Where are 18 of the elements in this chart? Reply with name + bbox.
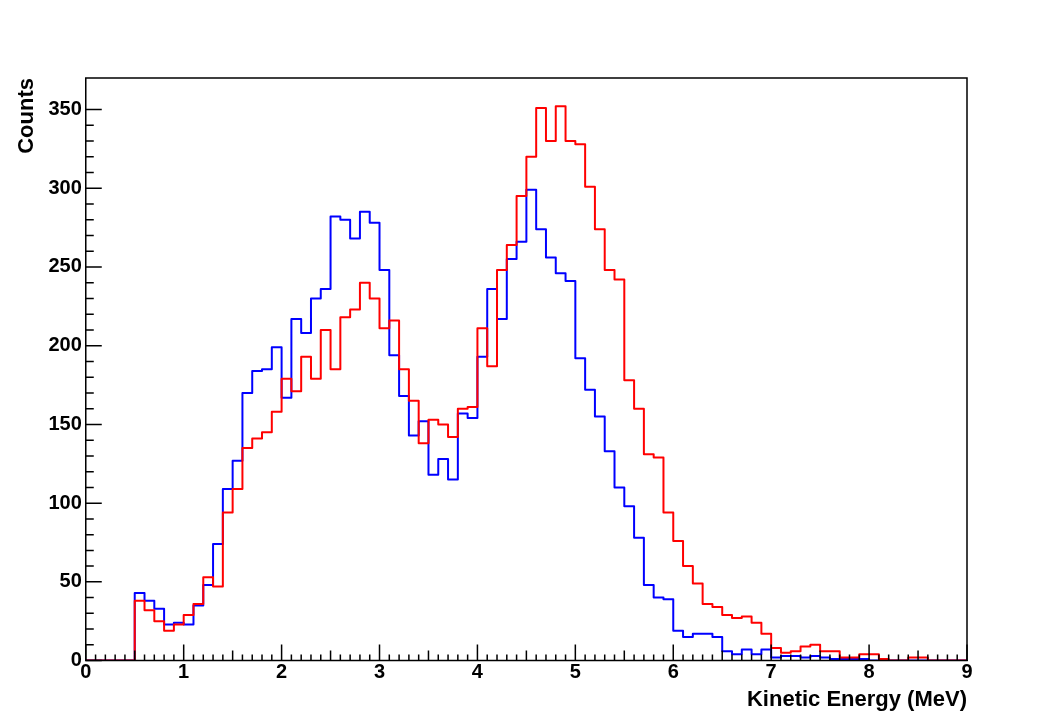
y-tick-label: 350 [48, 97, 82, 120]
x-tick-label: 7 [765, 660, 777, 683]
x-tick-label: 6 [667, 660, 679, 683]
y-tick-label: 150 [48, 411, 82, 434]
y-tick-label: 50 [59, 569, 82, 592]
x-tick-label: 4 [471, 660, 484, 683]
x-tick-label: 8 [863, 660, 875, 683]
x-axis-title: Kinetic Energy (MeV) [746, 685, 967, 711]
y-tick-label: 300 [48, 175, 82, 198]
x-tick-label: 3 [373, 660, 386, 683]
x-tick-label: 1 [178, 660, 190, 683]
y-axis-title: Counts [13, 78, 39, 154]
y-tick-label: 200 [48, 333, 82, 356]
x-tick-label: 2 [276, 660, 288, 683]
y-tick-label: 100 [48, 490, 82, 513]
x-tick-label: 9 [961, 660, 973, 683]
x-tick-label: 5 [569, 660, 581, 683]
y-tick-label: 250 [48, 254, 82, 277]
